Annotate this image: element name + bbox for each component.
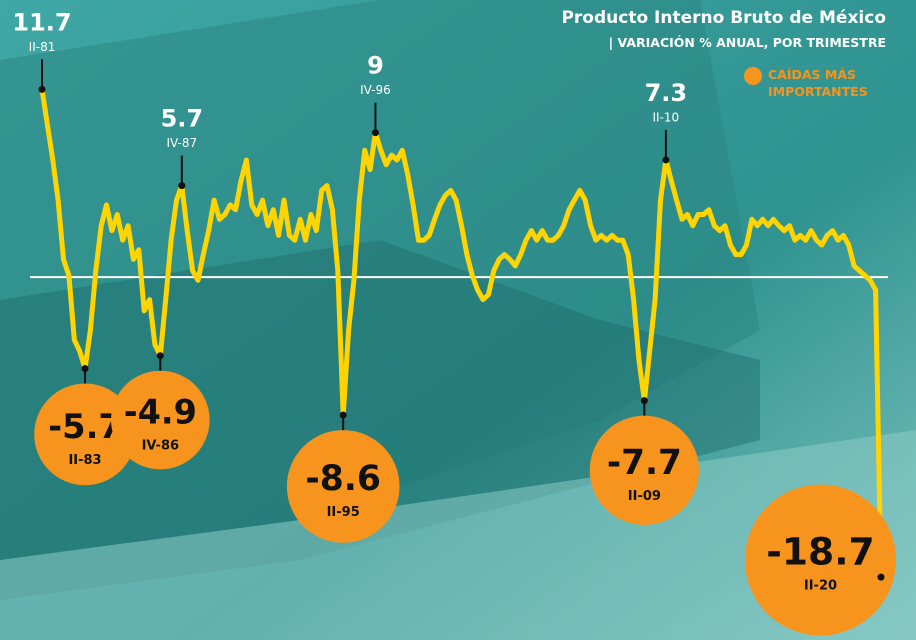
peak-label: II-10 (653, 110, 680, 124)
page: 11.7 II-81 -5.7 II-83 -4.9 IV-86 5.7 IV-87 -8.6 I… (0, 0, 916, 640)
peak-label: II-81 (29, 40, 56, 54)
point-dot (82, 365, 89, 372)
peak-value: 5.7 (161, 105, 204, 133)
peak-label: IV-87 (167, 136, 198, 150)
trough-value: -18.7 (766, 530, 874, 574)
legend-marker (744, 67, 762, 85)
trough-value: -7.7 (607, 443, 682, 483)
legend-label: CAÍDAS MÁS IMPORTANTES (768, 66, 886, 100)
point-dot (39, 86, 46, 93)
peak-value: 9 (367, 52, 384, 80)
point-dot (372, 129, 379, 136)
trough-label: II-09 (628, 489, 661, 504)
point-dot (641, 397, 648, 404)
peak-value: 11.7 (12, 8, 71, 36)
point-dot (340, 412, 347, 419)
point-dot (178, 182, 185, 189)
trough-value: -4.9 (124, 393, 197, 432)
point-dot (157, 352, 164, 359)
legend: CAÍDAS MÁS IMPORTANTES (744, 66, 886, 100)
trough-label: II-20 (804, 579, 837, 594)
peak-label: IV-96 (360, 83, 391, 97)
trough-label: II-83 (68, 453, 101, 468)
trough-value: -8.6 (305, 459, 381, 499)
point-dot (662, 156, 669, 163)
trough-label: II-95 (327, 505, 360, 520)
trough-label: IV-86 (142, 439, 179, 454)
trough-value: -5.7 (48, 407, 122, 446)
peak-value: 7.3 (645, 79, 688, 107)
chart-subtitle: | VARIACIÓN % ANUAL, POR TRIMESTRE (609, 35, 886, 50)
chart-title: Producto Interno Bruto de México (561, 8, 886, 28)
point-dot (878, 574, 885, 581)
